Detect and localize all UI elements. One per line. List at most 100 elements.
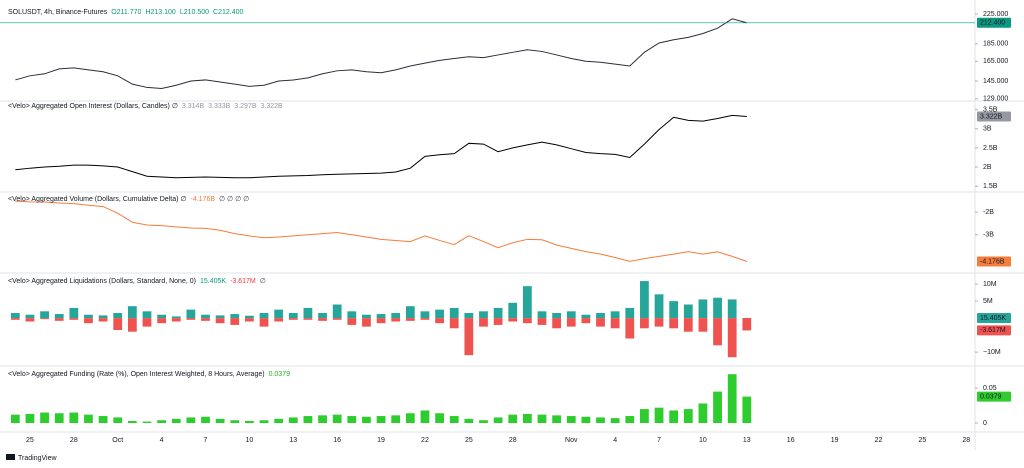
bar <box>669 318 679 329</box>
bar <box>142 421 152 424</box>
bar <box>10 318 20 320</box>
bar <box>566 318 576 327</box>
y-tick-label: 225.000 <box>983 11 1008 18</box>
bar <box>186 417 196 424</box>
bar <box>698 299 708 319</box>
bar <box>84 314 93 319</box>
bar <box>391 313 401 319</box>
bar <box>464 318 474 356</box>
bar <box>318 313 327 319</box>
bar <box>201 318 210 321</box>
brand-logo <box>6 454 15 460</box>
bar <box>522 413 532 424</box>
x-tick-label: 7 <box>204 437 208 444</box>
x-tick-label: 19 <box>831 437 839 444</box>
bar <box>54 413 64 424</box>
bar <box>54 318 64 321</box>
bar <box>288 318 298 320</box>
bar <box>391 318 401 322</box>
bar <box>303 416 313 424</box>
last-value-label: 3.322B <box>980 113 1003 120</box>
bar <box>98 416 108 424</box>
bar <box>201 314 210 319</box>
bar <box>127 420 137 424</box>
bar <box>596 417 605 424</box>
x-tick-label: 22 <box>875 437 883 444</box>
bar <box>727 318 737 358</box>
pane-title: <Velo> Aggregated Volume (Dollars, Cumul… <box>8 196 186 203</box>
pane-title: <Velo> Aggregated Funding (Rate (%), Ope… <box>8 371 265 378</box>
bar <box>245 420 254 424</box>
pane <box>15 114 747 179</box>
legend-value: ∅ ∅ ∅ ∅ <box>219 196 249 203</box>
bar <box>479 318 488 327</box>
bar <box>581 416 591 424</box>
y-tick-label: 0.05 <box>983 385 997 392</box>
bar <box>596 313 605 319</box>
bar <box>40 412 49 424</box>
bar <box>98 318 108 322</box>
bar <box>259 318 269 327</box>
bar <box>683 318 693 332</box>
legend-value: -3.617M <box>230 278 256 285</box>
series-line <box>15 18 747 90</box>
x-tick-label: 16 <box>787 437 795 444</box>
bar <box>84 318 93 324</box>
legend-value: -4.176B <box>190 196 215 203</box>
bar <box>25 413 35 424</box>
bar <box>508 414 518 424</box>
y-tick-label: 0 <box>983 420 987 427</box>
bar <box>625 318 635 339</box>
bar <box>332 414 342 424</box>
legend-value: 3.314B <box>182 103 205 110</box>
bar <box>303 318 313 320</box>
bar <box>69 412 79 424</box>
bar <box>288 417 298 424</box>
bar <box>332 318 342 320</box>
pane <box>10 374 752 424</box>
bar <box>40 311 49 319</box>
bar <box>318 415 327 424</box>
bar <box>405 318 415 321</box>
last-value-box <box>977 17 1011 28</box>
bar <box>449 318 459 329</box>
x-tick-label: Nov <box>565 437 578 444</box>
bar <box>464 313 474 319</box>
bar <box>171 318 181 322</box>
bar <box>25 314 35 319</box>
x-tick-label: 28 <box>509 437 517 444</box>
x-tick-label: 25 <box>465 437 473 444</box>
brand-name: TradingView <box>18 455 57 462</box>
bar <box>522 318 532 324</box>
bar <box>391 415 401 424</box>
last-value-label: 15.405K <box>980 315 1006 322</box>
pane-title: <Velo> Aggregated Liquidations (Dollars,… <box>8 278 196 285</box>
pane-legend: <Velo> Aggregated Volume (Dollars, Cumul… <box>8 196 249 203</box>
bar <box>552 318 562 329</box>
pane-legend: <Velo> Aggregated Liquidations (Dollars,… <box>8 278 266 285</box>
bar <box>405 413 415 424</box>
bar <box>566 416 576 424</box>
bar <box>259 313 269 319</box>
last-value-box <box>977 111 1011 122</box>
bar <box>508 302 518 319</box>
bar <box>157 318 167 324</box>
bar <box>69 307 79 319</box>
bar <box>98 315 108 319</box>
bar <box>84 414 93 424</box>
bar <box>479 311 488 319</box>
pane-separators <box>0 0 1024 450</box>
x-tick-label: 10 <box>699 437 707 444</box>
bar <box>10 313 20 319</box>
bar <box>274 318 284 322</box>
bar <box>332 304 342 319</box>
bar <box>303 307 313 319</box>
series-line <box>15 200 747 262</box>
last-value-box <box>977 313 1011 324</box>
bar <box>435 318 444 324</box>
bar <box>640 409 649 424</box>
bar <box>640 281 649 319</box>
bar <box>449 416 459 424</box>
bar <box>25 318 35 322</box>
